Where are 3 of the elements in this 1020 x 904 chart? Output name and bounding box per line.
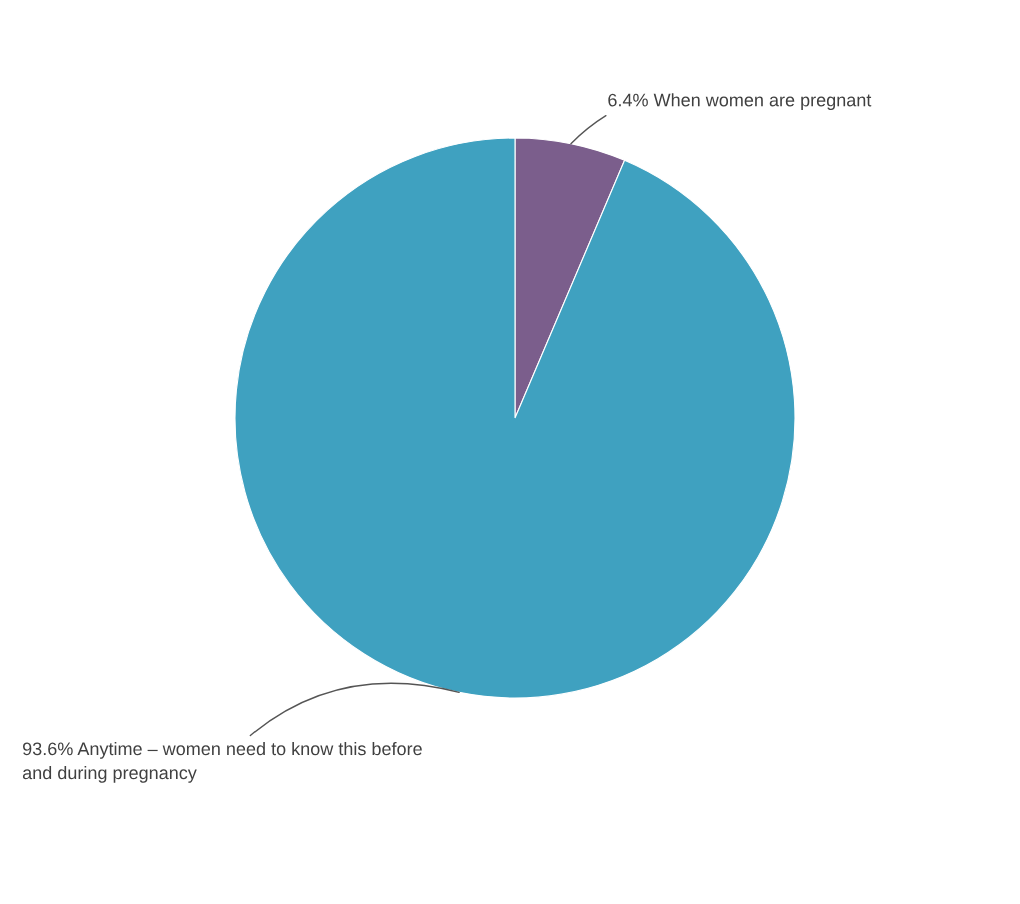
slice-label: 6.4% When women are pregnant bbox=[608, 93, 872, 111]
pie-slice bbox=[234, 137, 796, 699]
slice-label: 93.6% Anytime – women need to know this before and during pregnancy bbox=[22, 741, 422, 783]
